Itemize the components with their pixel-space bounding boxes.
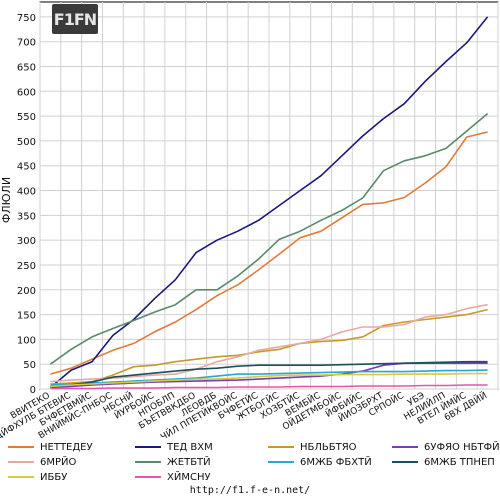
legend-label: ХЙМСНУ: [167, 471, 211, 483]
legend-item: ТЕД ВХМ: [135, 440, 213, 454]
series-line: [49, 112, 489, 365]
legend-label: НБЛЬБТЯО: [300, 441, 357, 453]
legend-label: НЕТТЕДЕУ: [40, 441, 93, 453]
legend-label: 6МЖБ ФБХТЙ: [300, 456, 372, 468]
series-line: [50, 369, 488, 386]
legend-item: 6МЖБ ТПНЕП: [392, 455, 495, 469]
y-tick-label: 650: [17, 63, 36, 74]
legend-label: ТЕД ВХМ: [167, 441, 213, 453]
legend-swatch: [268, 461, 294, 463]
footer-url[interactable]: http://f1.f-e-n.net/: [189, 485, 311, 496]
y-axis-label: ФЛЮЛИ: [0, 177, 13, 223]
legend-label: ИББУ: [40, 471, 68, 483]
y-tick-label: 450: [17, 162, 36, 173]
y-tick-label: 200: [17, 286, 36, 297]
legend-swatch: [8, 446, 34, 448]
y-tick-label: 750: [17, 13, 36, 24]
legend-item: 6МЖБ ФБХТЙ: [268, 455, 372, 469]
y-tick-label: 500: [17, 137, 36, 148]
legend-swatch: [8, 461, 34, 463]
legend-swatch: [135, 461, 161, 463]
y-tick-label: 150: [17, 311, 36, 322]
legend-item: НЕТТЕДЕУ: [8, 440, 93, 454]
y-tick-label: 600: [17, 87, 36, 98]
legend-label: ЖЕТБТЙ: [167, 456, 211, 468]
y-tick-label: 700: [17, 38, 36, 49]
legend-item: ИББУ: [8, 470, 67, 484]
series-line: [50, 360, 488, 388]
legend-swatch: [135, 446, 161, 448]
y-tick-label: 0: [30, 385, 36, 396]
series-line: [50, 384, 488, 390]
y-tick-label: 350: [17, 211, 36, 222]
line-chart: 0 50 100 150 200 250 300 350 400 450 500 550 600 650 7…: [0, 1, 499, 440]
chart-legend: НЕТТЕДЕУ ТЕД ВХМ НБЛЬБТЯО 6УФЯО НБТФЙО 6МРЙО…: [0, 440, 500, 484]
legend-swatch: [8, 476, 34, 478]
y-tick-label: 50: [23, 360, 36, 371]
legend-swatch: [135, 476, 161, 478]
series-line: [50, 372, 488, 388]
legend-label: 6УФЯО НБТФЙО: [424, 441, 500, 453]
series-line: [50, 303, 488, 383]
legend-item: ЖЕТБТЙ: [135, 455, 211, 469]
legend-swatch: [392, 461, 418, 463]
legend-item: 6МРЙО: [8, 455, 76, 469]
y-tick-label: 300: [17, 236, 36, 247]
legend-swatch: [268, 446, 294, 448]
y-tick-label: 100: [17, 335, 36, 346]
series-line: [49, 16, 489, 389]
legend-item: 6УФЯО НБТФЙО: [392, 440, 500, 454]
legend-item: ХЙМСНУ: [135, 470, 211, 484]
y-tick-label: 550: [17, 112, 36, 123]
legend-swatch: [392, 446, 418, 448]
legend-item: НБЛЬБТЯО: [268, 440, 357, 454]
y-tick-label: 250: [17, 261, 36, 272]
legend-label: 6МРЙО: [40, 456, 77, 468]
legend-label: 6МЖБ ТПНЕП: [424, 456, 495, 468]
series-line: [50, 131, 488, 375]
site-logo: F1FN: [52, 4, 98, 34]
y-tick-label: 400: [17, 187, 36, 198]
